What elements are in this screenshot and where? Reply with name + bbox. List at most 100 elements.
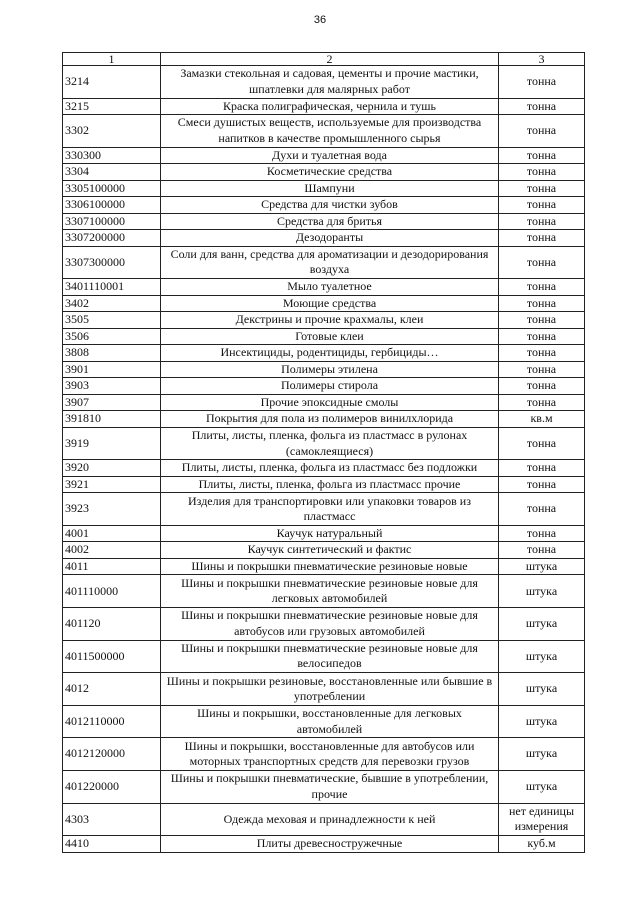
table-row: 3921 Плиты, листы, пленка, фольга из плас… (62, 475, 585, 494)
unit-cell: штука (498, 574, 585, 609)
name-cell: Средства для чистки зубов (160, 196, 499, 214)
code-cell: 391810 (62, 410, 161, 428)
name-cell: Изделия для транспортировки или упаковки… (160, 492, 499, 526)
table-row: 3402 Моющие средства тонна (62, 294, 585, 313)
table-row: 3401110001 Мыло туалетное тонна (62, 278, 585, 296)
code-cell: 3305100000 (62, 179, 161, 198)
unit-cell: тонна (498, 541, 585, 559)
table-row: 3920 Плиты, листы, пленка, фольга из плас… (62, 459, 585, 477)
unit-cell: тонна (498, 146, 585, 165)
unit-cell: тонна (498, 475, 585, 494)
unit-cell: штука (498, 737, 585, 772)
table-row: 391810 Покрытия для пола из полимеров вин… (62, 410, 585, 428)
table-row: 3307200000 Дезодоранты тонна (62, 229, 585, 247)
table-row: 3506 Готовые клеи тонна (62, 327, 585, 346)
code-cell: 3901 (62, 360, 161, 379)
table-row: 4303 Одежда меховая и принадлежности к не… (62, 802, 585, 837)
unit-cell: тонна (498, 426, 585, 461)
name-cell: Средства для бритья (160, 212, 499, 231)
name-cell: Соли для ванн, средства для ароматизации… (160, 245, 499, 280)
table-body: 3214 Замазки стекольная и садовая, цемент… (62, 65, 585, 853)
table-row: 3214 Замазки стекольная и садовая, цемент… (62, 65, 585, 99)
name-cell: Косметические средства (160, 163, 499, 181)
table-row: 401110000 Шины и покрышки пневматические … (62, 574, 585, 609)
name-cell: Шины и покрышки пневматические резиновые… (160, 639, 499, 674)
code-cell: 4011 (62, 557, 161, 576)
code-cell: 3307100000 (62, 212, 161, 231)
unit-cell: куб.м (498, 835, 585, 853)
code-cell: 4002 (62, 541, 161, 559)
unit-cell: тонна (498, 524, 585, 543)
code-cell: 4001 (62, 524, 161, 543)
name-cell: Прочие эпоксидные смолы (160, 393, 499, 412)
unit-cell: штука (498, 607, 585, 641)
code-cell: 401110000 (62, 574, 161, 609)
code-cell: 330300 (62, 146, 161, 165)
table-row: 3907 Прочие эпоксидные смолы тонна (62, 393, 585, 412)
unit-cell: штука (498, 557, 585, 576)
name-cell: Покрытия для пола из полимеров винилхлор… (160, 410, 499, 428)
name-cell: Шины и покрышки, восстановленные для лег… (160, 704, 499, 739)
name-cell: Инсектициды, родентициды, гербициды… (160, 344, 499, 362)
code-cell: 4012 (62, 672, 161, 706)
unit-cell: штука (498, 704, 585, 739)
table-row: 3903 Полимеры стирола тонна (62, 377, 585, 395)
code-cell: 3214 (62, 65, 161, 99)
name-cell: Плиты, листы, пленка, фольга из пластмас… (160, 459, 499, 477)
table-row: 3505 Декстрины и прочие крахмалы, клеи тон… (62, 311, 585, 329)
code-cell: 3302 (62, 114, 161, 148)
table-row: 3304 Косметические средства тонна (62, 163, 585, 181)
unit-cell: тонна (498, 377, 585, 395)
table-row: 3302 Смеси душистых веществ, используемые… (62, 114, 585, 148)
name-cell: Шины и покрышки пневматические, бывшие в… (160, 770, 499, 804)
name-cell: Шины и покрышки пневматические резиновые… (160, 557, 499, 576)
unit-cell: тонна (498, 163, 585, 181)
table-row: 401120 Шины и покрышки пневматические рез… (62, 607, 585, 641)
name-cell: Каучук натуральный (160, 524, 499, 543)
column-header-2: 2 (160, 52, 499, 66)
code-cell: 3306100000 (62, 196, 161, 214)
unit-cell: штука (498, 639, 585, 674)
code-cell: 3920 (62, 459, 161, 477)
unit-cell: тонна (498, 196, 585, 214)
code-cell: 4011500000 (62, 639, 161, 674)
code-cell: 3304 (62, 163, 161, 181)
name-cell: Замазки стекольная и садовая, цементы и … (160, 65, 499, 99)
name-cell: Шины и покрышки, восстановленные для авт… (160, 737, 499, 772)
code-cell: 3505 (62, 311, 161, 329)
table-row: 3305100000 Шампуни тонна (62, 179, 585, 198)
code-cell: 3921 (62, 475, 161, 494)
column-header-3: 3 (498, 52, 585, 66)
unit-cell: тонна (498, 294, 585, 313)
unit-cell: кв.м (498, 410, 585, 428)
unit-cell: тонна (498, 212, 585, 231)
name-cell: Плиты, листы, пленка, фольга из пластмас… (160, 426, 499, 461)
table-row: 4012120000 Шины и покрышки, восстановленн… (62, 737, 585, 772)
table-row: 4012110000 Шины и покрышки, восстановленн… (62, 704, 585, 739)
unit-cell: тонна (498, 229, 585, 247)
name-cell: Плиты, листы, пленка, фольга из пластмас… (160, 475, 499, 494)
unit-cell: тонна (498, 492, 585, 526)
table-row: 3307300000 Соли для ванн, средства для ар… (62, 245, 585, 280)
table-row: 4001 Каучук натуральный тонна (62, 524, 585, 543)
name-cell: Декстрины и прочие крахмалы, клеи (160, 311, 499, 329)
unit-cell: тонна (498, 459, 585, 477)
code-cell: 3307200000 (62, 229, 161, 247)
unit-cell: тонна (498, 179, 585, 198)
code-cell: 4012110000 (62, 704, 161, 739)
unit-cell: тонна (498, 311, 585, 329)
code-cell: 3907 (62, 393, 161, 412)
table-header-row: 1 2 3 (62, 52, 585, 66)
name-cell: Краска полиграфическая, чернила и тушь (160, 97, 499, 116)
code-cell: 401120 (62, 607, 161, 641)
name-cell: Моющие средства (160, 294, 499, 313)
code-cell: 3215 (62, 97, 161, 116)
name-cell: Шампуни (160, 179, 499, 198)
table-row: 3307100000 Средства для бритья тонна (62, 212, 585, 231)
code-cell: 3808 (62, 344, 161, 362)
table-row: 3901 Полимеры этилена тонна (62, 360, 585, 379)
unit-cell: тонна (498, 245, 585, 280)
code-cell: 3506 (62, 327, 161, 346)
code-cell: 4012120000 (62, 737, 161, 772)
column-header-1: 1 (62, 52, 161, 66)
